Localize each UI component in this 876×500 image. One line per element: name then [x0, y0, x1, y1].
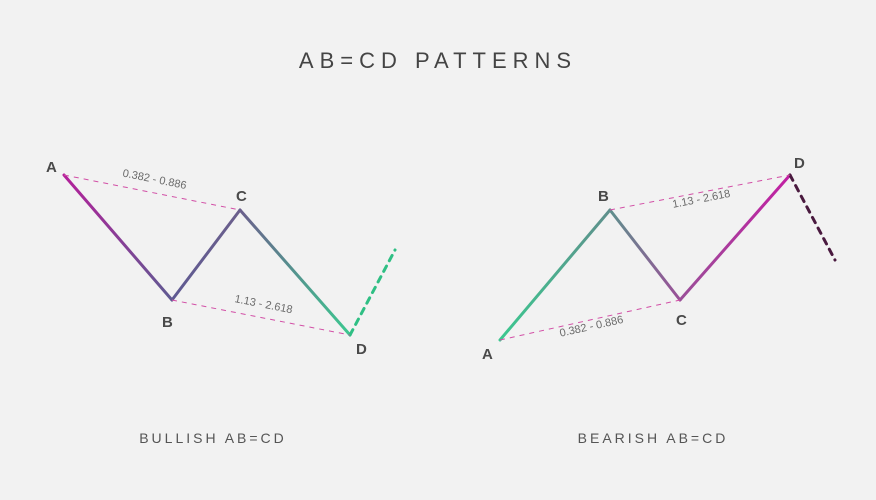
bullish-ratio-label-BD: 1.13 - 2.618 [234, 293, 294, 316]
bearish-caption: BEARISH AB=CD [533, 430, 773, 446]
patterns-svg: 0.382 - 0.886 1.13 - 2.618 0.382 - 0.886 1.… [0, 0, 876, 500]
bearish-ratio-label-AC: 0.382 - 0.886 [559, 314, 625, 340]
bearish-label-B: B [598, 188, 609, 205]
bearish-label-C: C [676, 312, 687, 329]
bullish-ratio-label-AC: 0.382 - 0.886 [122, 168, 188, 192]
bullish-label-C: C [236, 188, 247, 205]
bullish-caption: BULLISH AB=CD [93, 430, 333, 446]
bearish-leg-BC [610, 210, 680, 300]
bullish-leg-CD [240, 210, 350, 335]
bullish-label-B: B [162, 314, 173, 331]
bearish-label-A: A [482, 346, 493, 363]
bearish-ratio-label-BD: 1.13 - 2.618 [671, 188, 731, 211]
bearish-projection-line [790, 175, 835, 260]
bearish-label-D: D [794, 155, 805, 172]
bullish-projection-line [350, 250, 395, 335]
page-root: AB=CD PATTERNS 0.382 - 0.8861.13 - 2.618… [0, 0, 876, 500]
bullish-label-A: A [46, 159, 57, 176]
bullish-leg-BC [172, 210, 240, 300]
bullish-label-D: D [356, 341, 367, 358]
